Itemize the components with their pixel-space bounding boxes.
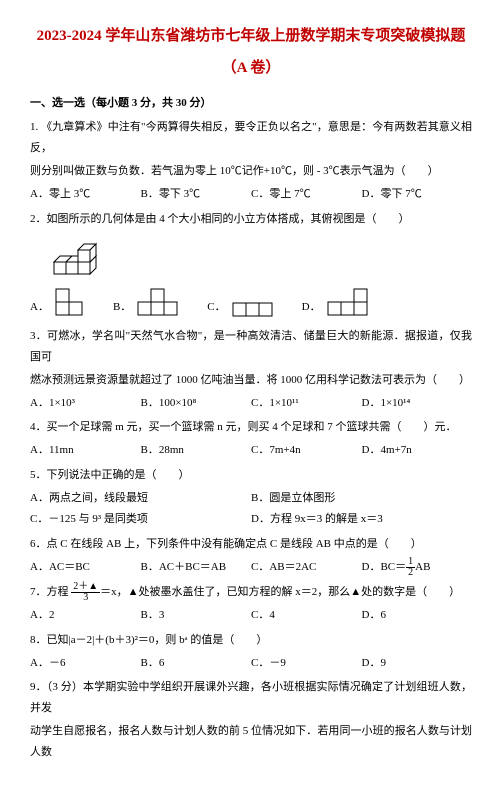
q2-opt-c-icon xyxy=(232,302,274,318)
q7-stem: 7．方程 2＋▲3＝x，▲处被墨水盖住了，已知方程的解 x＝2，那么▲处的数字是… xyxy=(30,582,472,603)
q8-opt-b: B．6 xyxy=(141,653,252,674)
q8-options: A．－6 B．6 C．－9 D．9 xyxy=(30,653,472,674)
q2-opt-d-icon xyxy=(327,288,369,318)
q2-opt-a-label: A． xyxy=(30,297,49,318)
q3-stem-line1: 3．可燃冰，学名叫"天然气水合物"，是一种高效清洁、储量巨大的新能源．据报道，仅… xyxy=(30,326,472,368)
q2-opt-b-icon xyxy=(137,288,179,318)
q4-opt-b: B．28mn xyxy=(141,440,252,461)
q4-stem: 4．买一个足球需 m 元，买一个篮球需 n 元，则买 4 个足球和 7 个篮球共… xyxy=(30,417,472,438)
q1-stem-line1: 1. 《九章算术》中注有"今两算得失相反，要令正负以名之"，意思是：今有两数若其… xyxy=(30,117,472,159)
section-1-head: 一、选一选（每小题 3 分，共 30 分） xyxy=(30,93,472,114)
q4-options: A．11mn B．28mn C．7m+4n D．4m+7n xyxy=(30,440,472,461)
q3-opt-b: B．100×10⁸ xyxy=(141,393,252,414)
q1-opt-b: B．零下 3℃ xyxy=(141,184,252,205)
q6-opt-a: A．AC＝BC xyxy=(30,557,141,578)
q2-options-row: A． B． C． xyxy=(30,288,472,318)
q5-stem: 5．下列说法中正确的是（ ） xyxy=(30,465,472,486)
q1-opt-a: A．零上 3℃ xyxy=(30,184,141,205)
q2-opt-a-icon xyxy=(55,288,85,318)
q6-opt-b: B．AC＋BC＝AB xyxy=(141,557,252,578)
q5-opt-c: C．－125 与 9³ 是同类项 xyxy=(30,509,251,530)
q2-3d-figure xyxy=(50,234,472,282)
q1-options: A．零上 3℃ B．零下 3℃ C．零上 7℃ D．零下 7℃ xyxy=(30,184,472,205)
q5-opt-b: B．圆是立体图形 xyxy=(251,488,472,509)
q1-opt-d: D．零下 7℃ xyxy=(362,184,473,205)
q7-opt-d: D．6 xyxy=(362,605,473,626)
q4-opt-a: A．11mn xyxy=(30,440,141,461)
q4-opt-c: C．7m+4n xyxy=(251,440,362,461)
q9-stem-line2: 动学生自愿报名，报名人数与计划人数的前 5 位情况如下．若用同一小班的报名人数与… xyxy=(30,721,472,763)
q2-stem: 2．如图所示的几何体是由 4 个大小相同的小立方体搭成，其俯视图是（ ） xyxy=(30,209,472,230)
q7-opt-b: B．3 xyxy=(141,605,252,626)
q8-opt-a: A．－6 xyxy=(30,653,141,674)
q6-options: A．AC＝BC B．AC＋BC＝AB C．AB＝2AC D．BC＝12AB xyxy=(30,557,472,578)
q8-opt-d: D．9 xyxy=(362,653,473,674)
q5-opt-d: D．方程 9x＝3 的解是 x＝3 xyxy=(251,509,472,530)
q3-options: A．1×10³ B．100×10⁸ C．1×10¹¹ D．1×10¹⁴ xyxy=(30,393,472,414)
q2-opt-b-label: B． xyxy=(113,297,131,318)
q6-opt-d: D．BC＝12AB xyxy=(362,557,473,578)
q1-stem-line2: 则分别叫做正数与负数．若气温为零上 10℃记作+10℃，则 - 3℃表示气温为（… xyxy=(30,161,472,182)
q4-opt-d: D．4m+7n xyxy=(362,440,473,461)
q6-stem: 6．点 C 在线段 AB 上，下列条件中没有能确定点 C 是线段 AB 中点的是… xyxy=(30,534,472,555)
q8-stem: 8．已知|a－2|＋(b＋3)²＝0，则 bᵃ 的值是（ ） xyxy=(30,630,472,651)
doc-title: 2023-2024 学年山东省潍坊市七年级上册数学期末专项突破模拟题 xyxy=(30,24,472,48)
q7-options: A．2 B．3 C．4 D．6 xyxy=(30,605,472,626)
q2-opt-c-label: C． xyxy=(207,297,225,318)
q9-stem-line1: 9．（3 分）本学期实验中学组织开展课外兴趣，各小班根据实际情况确定了计划组班人… xyxy=(30,677,472,719)
q3-opt-a: A．1×10³ xyxy=(30,393,141,414)
q6-opt-c: C．AB＝2AC xyxy=(251,557,362,578)
q3-opt-c: C．1×10¹¹ xyxy=(251,393,362,414)
q5-opt-a: A．两点之间，线段最短 xyxy=(30,488,251,509)
q8-opt-c: C．－9 xyxy=(251,653,362,674)
q7-opt-a: A．2 xyxy=(30,605,141,626)
q7-opt-c: C．4 xyxy=(251,605,362,626)
q5-options: A．两点之间，线段最短 B．圆是立体图形 C．－125 与 9³ 是同类项 D．… xyxy=(30,488,472,530)
q3-stem-line2: 燃冰预测远景资源量就超过了 1000 亿吨油当量．将 1000 亿用科学记数法可… xyxy=(30,370,472,391)
q3-opt-d: D．1×10¹⁴ xyxy=(362,393,473,414)
q2-opt-d-label: D． xyxy=(302,297,321,318)
q1-opt-c: C．零上 7℃ xyxy=(251,184,362,205)
doc-subtitle: （A 卷） xyxy=(30,54,472,83)
